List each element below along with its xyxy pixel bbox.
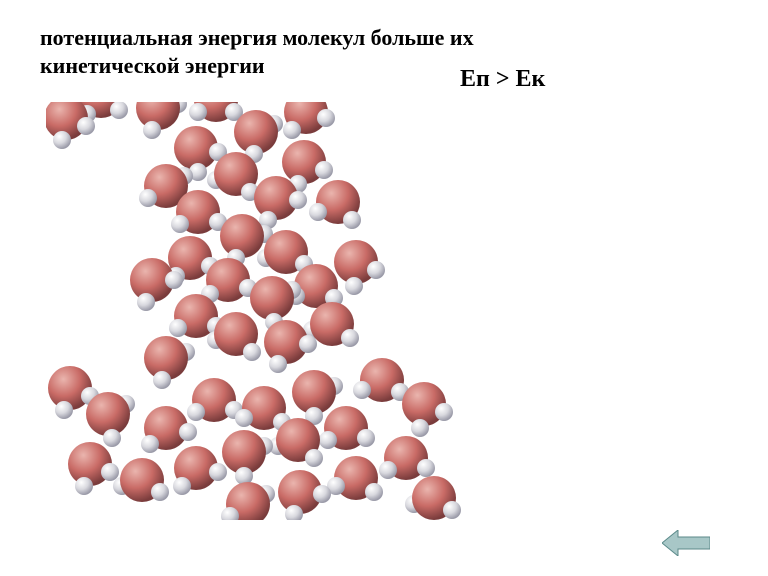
molecule-diagram (46, 102, 464, 520)
back-arrow-button[interactable] (662, 530, 710, 556)
slide: потенциальная энергия молекул больше их … (0, 0, 768, 576)
energy-inequality-formula: Еп > Ек (460, 66, 545, 93)
molecule-svg (46, 102, 464, 520)
arrow-left-icon (662, 530, 710, 556)
